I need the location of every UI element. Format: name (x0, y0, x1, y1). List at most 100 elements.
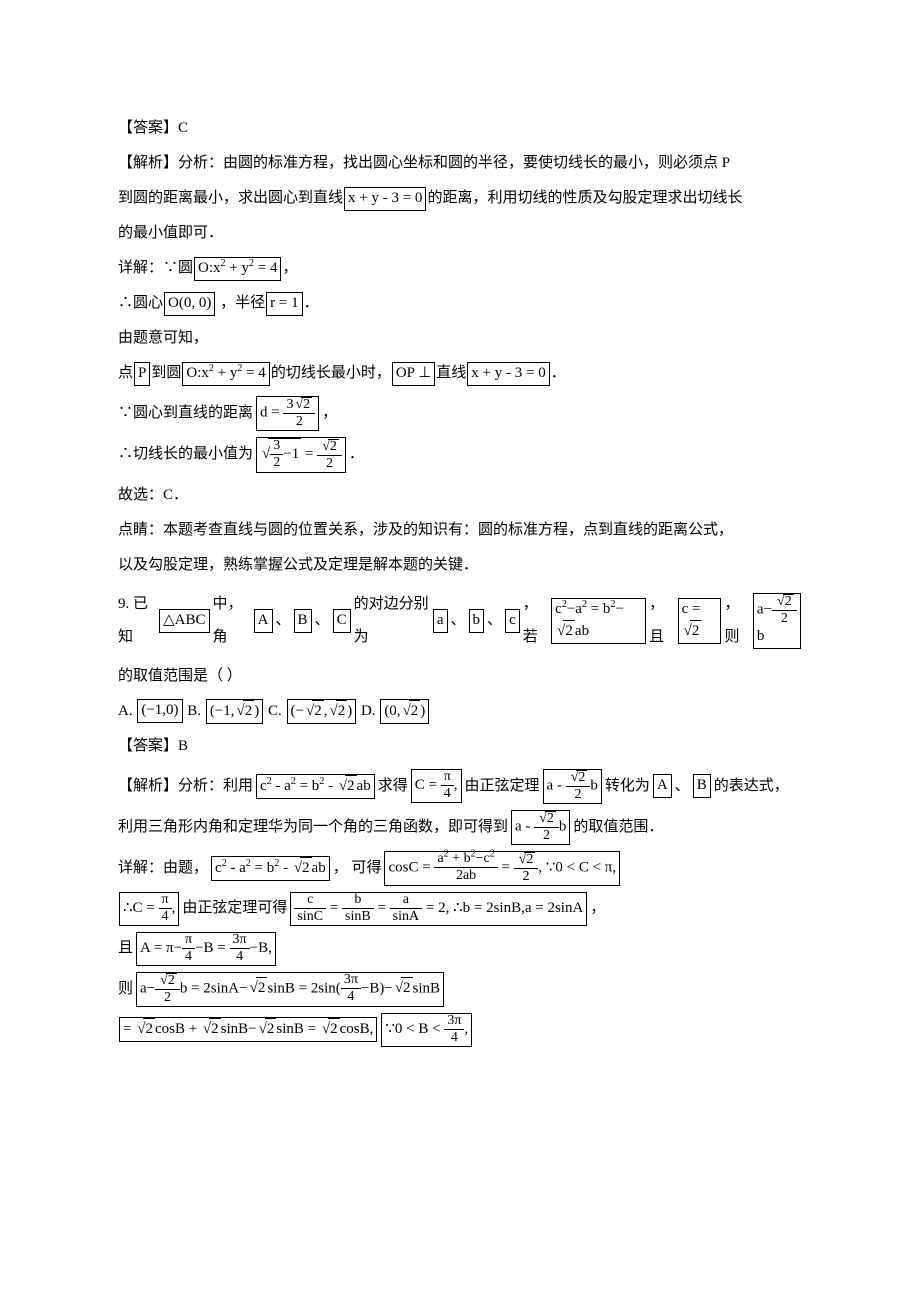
sc-box: c (505, 609, 520, 633)
b-range-box: ∵0 < B < 3π4, (381, 1013, 472, 1047)
text: 点 (118, 365, 133, 381)
text: 、 (487, 604, 502, 637)
text: 的对边分别为 (354, 588, 430, 654)
text: 中，角 (213, 588, 251, 654)
q9-detail-5: = 2cosB + 2sinB−2sinB = 2cosB, ∵0 < B < … (118, 1013, 802, 1047)
text: ∴切线长的最小值为 (118, 438, 253, 471)
a-expr-box: A = π−π4−B = 3π4−B, (136, 932, 276, 966)
text: ，且 (649, 588, 674, 654)
text: 的距离，利用切线的性质及勾股定理求出切线长 (427, 190, 742, 206)
text: 的切线长最小时， (271, 365, 391, 381)
op-perp-box: OP ⊥ (392, 362, 435, 386)
text: 求得 (378, 770, 408, 803)
distance-box: d = 322 (256, 396, 319, 431)
law2-box: c2 - a2 = b2 - 2ab (256, 774, 375, 799)
law-box: c2−a2 = b2−2ab (551, 598, 646, 644)
detail-4: 点P到圆O:x2 + y2 = 4的切线长最小时，OP ⊥直线x + y - 3… (118, 357, 802, 390)
text: 直线 (436, 365, 466, 381)
q9-analysis-1: 【解析】分析：利用c2 - a2 = b2 - 2ab求得C = π4, 由正弦… (118, 769, 802, 804)
q9-stem-1: 9. 已知△ABC中，角A、B、C的对边分别为a、b、c，若c2−a2 = b2… (118, 588, 802, 654)
text: 由正弦定理 (465, 770, 540, 803)
final-expr-box-1: a−22b = 2sinA−2sinB = 2sin(3π4−B)−2sinB (136, 972, 444, 1007)
cpi4-box: C = π4, (411, 769, 462, 803)
document-page: 【答案】C 【解析】分析：由圆的标准方程，找出圆心坐标和圆的半径，要使切线长的最… (0, 0, 920, 1302)
line-equation-box: x + y - 3 = 0 (344, 187, 426, 211)
q9-options: A. (−1,0) B. (−1,2) C. (−2,2) D. (0,2) (118, 695, 802, 728)
center-box: O(0, 0) (164, 292, 215, 316)
conclusion: 故选：C． (118, 479, 802, 512)
opt-b: (−1,2) (206, 699, 263, 724)
c-box: C (333, 609, 351, 633)
text: ，则 (724, 588, 749, 654)
circle-eq-box: O:x2 + y2 = 4 (194, 257, 281, 281)
detail-1: 详解：∵圆O:x2 + y2 = 4， (118, 252, 802, 285)
text: 由正弦定理可得 (182, 892, 287, 925)
c-val-box: c = 2 (678, 598, 722, 644)
opt-d: (0,2) (380, 699, 429, 724)
text: 转化为 (605, 770, 650, 803)
cosc-box: cosC = a2 + b2−c22ab = 22, ∵0 < C < π, (384, 851, 620, 886)
text: 9. 已知 (118, 588, 156, 654)
text: 则 (118, 973, 133, 1006)
analysis-2: 到圆的距离最小，求出圆心到直线x + y - 3 = 0的距离，利用切线的性质及… (118, 182, 802, 215)
expr3-box: a - 22b (511, 810, 570, 845)
text: 的取值范围． (573, 811, 663, 844)
text: 详解：∵圆 (118, 260, 193, 276)
b-box: B (294, 609, 312, 633)
q9-detail-2: ∴C = π4,由正弦定理可得 csinC = bsinB = asinA = … (118, 892, 802, 926)
answer-line: 【答案】C (118, 112, 802, 145)
cpi4-box-2: ∴C = π4, (119, 892, 179, 926)
q9-detail-4: 则 a−22b = 2sinA−2sinB = 2sin(3π4−B)−2sin… (118, 972, 802, 1007)
text: ， 可得 (333, 852, 382, 885)
radius-box: r = 1 (266, 292, 302, 316)
sa-box: a (433, 609, 448, 633)
text: ，半径 (216, 295, 265, 311)
text: ． (349, 438, 364, 471)
detail-5: ∵圆心到直线的距离 d = 322 ， (118, 396, 802, 431)
text: ，若 (523, 588, 548, 654)
text: 、 (276, 604, 291, 637)
text: 【解析】分析：由圆的标准方程，找出圆心坐标和圆的半径，要使切线长的最小，则必须点… (118, 155, 730, 171)
a2-box: A (653, 774, 672, 798)
text: 【解析】分析：利用 (118, 770, 253, 803)
text: ， (322, 397, 337, 430)
sine-rule-box: csinC = bsinB = asinA = 2, ∴b = 2sinB,a … (290, 892, 587, 926)
text: ． (304, 295, 319, 311)
triangle-box: △ABC (159, 609, 209, 633)
text: 到圆的距离最小，求出圆心到直线 (118, 190, 343, 206)
q9-answer: 【答案】B (118, 730, 802, 763)
text: ∵圆心到直线的距离 (118, 397, 253, 430)
text: ， (282, 260, 297, 276)
text: 、 (451, 604, 466, 637)
analysis-1: 【解析】分析：由圆的标准方程，找出圆心坐标和圆的半径，要使切线长的最小，则必须点… (118, 147, 802, 180)
text: 的表达式， (714, 770, 789, 803)
text: C. (264, 703, 285, 719)
b2-box: B (693, 774, 711, 798)
q9-stem-2: 的取值范围是（ ） (118, 660, 802, 693)
detail-3: 由题意可知， (118, 322, 802, 355)
opt-a: (−1,0) (137, 699, 182, 723)
detail-6: ∴切线长的最小值为 32−1 = 22 ． (118, 437, 802, 473)
expr-box: a−22b (753, 593, 801, 649)
text: B. (184, 703, 205, 719)
q9-detail-3: 且 A = π−π4−B = 3π4−B, (118, 932, 802, 966)
text: D. (357, 703, 379, 719)
q9-analysis-2: 利用三角形内角和定理华为同一个角的三角函数，即可得到a - 22b的取值范围． (118, 810, 802, 845)
text: 到圆 (151, 365, 181, 381)
text: ∴圆心 (118, 295, 163, 311)
analysis-3: 的最小值即可． (118, 217, 802, 250)
text: 利用三角形内角和定理华为同一个角的三角函数，即可得到 (118, 811, 508, 844)
dianjing-1: 点睛：本题考查直线与圆的位置关系，涉及的知识有：圆的标准方程，点到直线的距离公式… (118, 514, 802, 547)
sb-box: b (469, 609, 485, 633)
min-tangent-box: 32−1 = 22 (256, 437, 346, 473)
text: 、 (315, 604, 330, 637)
q9-detail-1: 详解：由题， c2 - a2 = b2 - 2ab ， 可得 cosC = a2… (118, 851, 802, 886)
text: 详解：由题， (118, 852, 208, 885)
expr2-box: a - 22b (543, 769, 602, 804)
law3-box: c2 - a2 = b2 - 2ab (211, 856, 330, 881)
circle-eq-box-2: O:x2 + y2 = 4 (182, 362, 269, 386)
text: ． (551, 365, 566, 381)
opt-c: (−2,2) (287, 699, 357, 724)
dianjing-2: 以及勾股定理，熟练掌握公式及定理是解本题的关键． (118, 549, 802, 582)
detail-2: ∴圆心O(0, 0) ，半径r = 1． (118, 287, 802, 320)
